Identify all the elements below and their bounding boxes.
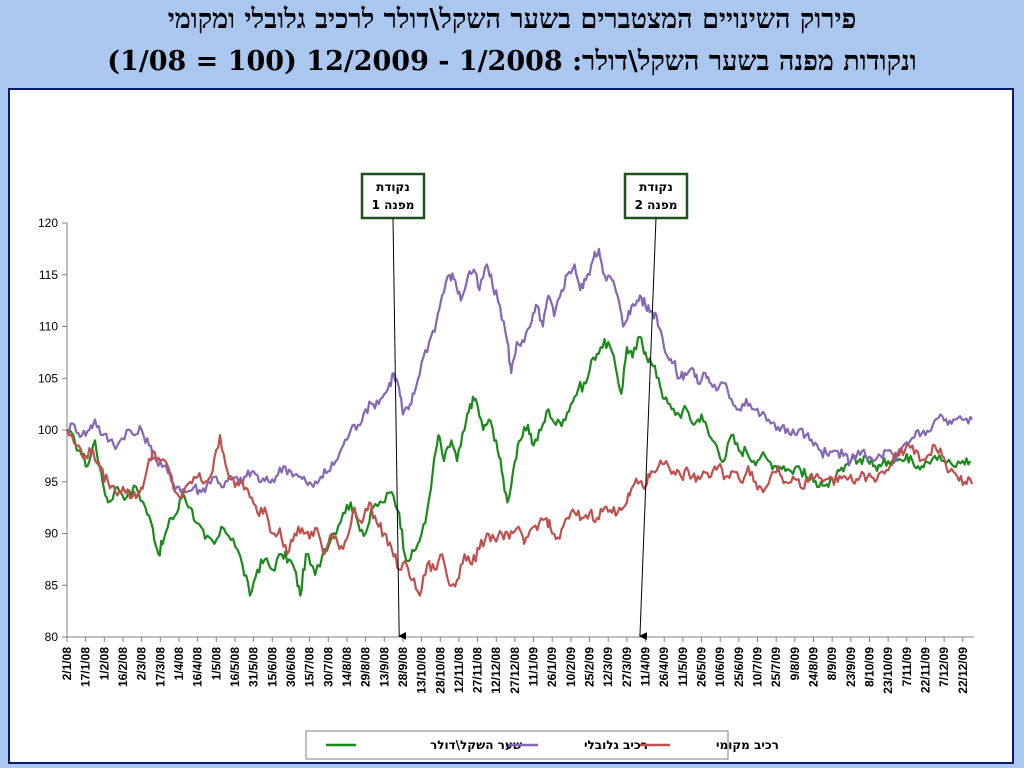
- x-tick-label: 23/9/09: [844, 647, 858, 687]
- x-tick-label: 30/7/08: [321, 647, 335, 687]
- turning-point-2: נקודת מפנה 2: [623, 172, 689, 641]
- x-tick-label: 25/2/09: [583, 647, 597, 687]
- x-tick-label: 1/4/08: [172, 647, 186, 681]
- x-tick-label: 12/3/09: [601, 647, 615, 687]
- x-tick-label: 8/10/09: [862, 647, 876, 687]
- x-tick-label: 22/11/09: [918, 647, 932, 693]
- turning-point-label-line1: נקודת: [639, 180, 673, 194]
- y-tick-label: 100: [38, 423, 58, 437]
- legend: שער השקל\דולר רכיב גלובלי רכיב מקומי: [305, 730, 779, 760]
- x-tick-label: 26/1/09: [545, 647, 559, 687]
- turning-point-arrow: [638, 217, 657, 641]
- legend-label-3: רכיב מקומי: [716, 738, 779, 752]
- x-tick-label: 24/8/09: [807, 647, 821, 687]
- series-line-1: [66, 335, 972, 597]
- x-tick-label: 13/10/08: [415, 647, 429, 694]
- x-tick-label: 25/7/09: [769, 647, 783, 687]
- turning-point-box: [623, 172, 689, 220]
- x-tick-label: 11/1/09: [527, 647, 541, 687]
- x-tick-label: 2/1/08: [60, 647, 74, 681]
- x-tick-label: 29/8/08: [359, 647, 373, 687]
- turning-point-label-line1: נקודת: [376, 180, 410, 194]
- y-tick-label: 105: [38, 371, 58, 385]
- x-tick-label: 16/5/08: [228, 647, 242, 687]
- x-tick-label: 8/9/09: [825, 647, 839, 681]
- x-tick-label: 17/1/08: [79, 647, 93, 687]
- x-axis-ticks: 2/1/08 17/1/08 1/2/08 16/2/08 2/3/08 17/3/08 1…: [60, 637, 970, 694]
- x-tick-label: 26/4/09: [657, 647, 671, 687]
- x-tick-label: 15/7/08: [303, 647, 317, 687]
- y-tick-label: 95: [45, 475, 59, 489]
- x-tick-label: 27/12/08: [508, 647, 522, 694]
- x-tick-label: 28/10/08: [433, 647, 447, 694]
- line-chart: 80 85 90 95 100 105 110 115 120 2/1/08 17/1/08 1/2…: [38, 172, 974, 760]
- x-tick-label: 30/6/08: [284, 647, 298, 687]
- chart-frame: 80 85 90 95 100 105 110 115 120 2/1/08 17/1/08 1/2…: [8, 88, 1014, 764]
- x-tick-label: 7/11/09: [900, 647, 914, 687]
- x-tick-label: 1/5/08: [209, 647, 223, 681]
- x-tick-label: 23/10/09: [881, 647, 895, 694]
- x-tick-label: 11/5/09: [676, 647, 690, 687]
- x-tick-label: 10/2/09: [564, 647, 578, 687]
- y-axis-ticks: 80 85 90 95 100 105 110 115 120: [38, 216, 67, 644]
- x-tick-label: 27/11/08: [471, 647, 485, 693]
- x-tick-label: 2/3/08: [135, 647, 149, 681]
- x-tick-label: 1/2/08: [97, 647, 111, 681]
- y-tick-label: 110: [39, 320, 58, 334]
- x-tick-label: 26/5/09: [695, 647, 709, 687]
- x-tick-label: 22/12/09: [956, 647, 970, 694]
- y-tick-label: 120: [38, 216, 58, 230]
- x-tick-label: 14/8/08: [340, 647, 354, 687]
- series-line-3: [65, 429, 974, 597]
- y-tick-label: 115: [39, 268, 58, 282]
- x-tick-label: 31/5/08: [247, 647, 261, 687]
- y-tick-label: 90: [45, 527, 59, 541]
- x-tick-label: 28/9/08: [396, 647, 410, 687]
- x-tick-label: 27/3/09: [620, 647, 634, 687]
- x-tick-label: 12/11/08: [452, 647, 466, 693]
- x-tick-label: 15/6/08: [265, 647, 279, 687]
- y-tick-label: 85: [45, 578, 59, 592]
- x-tick-label: 9/8/09: [788, 647, 802, 681]
- series-line-2: [66, 247, 974, 496]
- x-tick-label: 16/2/08: [116, 647, 130, 687]
- legend-label-2: רכיב גלובלי: [584, 738, 648, 752]
- x-tick-label: 17/3/08: [153, 647, 167, 687]
- title-line-2: ונקודות מפנה בשער השקל\דולר: 1/2008 - 12…: [107, 46, 917, 77]
- legend-label-1: שער השקל\דולר: [430, 738, 522, 752]
- x-tick-label: 7/12/09: [937, 647, 951, 687]
- turning-point-label-line2: מפנה 1: [372, 198, 415, 212]
- y-tick-label: 80: [45, 630, 59, 644]
- x-tick-label: 10/6/09: [713, 647, 727, 687]
- x-tick-label: 25/6/09: [732, 647, 746, 687]
- turning-point-label-line2: מפנה 2: [635, 198, 678, 212]
- x-tick-label: 11/4/09: [639, 647, 653, 687]
- title-line-1: פירוק השינויים המצטברים בשער השקל\דולר ל…: [167, 4, 857, 35]
- x-tick-label: 16/4/08: [191, 647, 205, 687]
- x-tick-label: 13/9/08: [377, 647, 391, 687]
- series-lines: [65, 247, 974, 597]
- chart-axes: [66, 223, 974, 638]
- x-tick-label: 12/12/08: [489, 647, 503, 694]
- turning-point-arrow: [392, 217, 407, 640]
- turning-point-1: נקודת מפנה 1: [360, 172, 426, 640]
- turning-points: נקודת מפנה 1 נקודת מפנה 2: [360, 172, 689, 641]
- x-tick-label: 10/7/09: [751, 647, 765, 687]
